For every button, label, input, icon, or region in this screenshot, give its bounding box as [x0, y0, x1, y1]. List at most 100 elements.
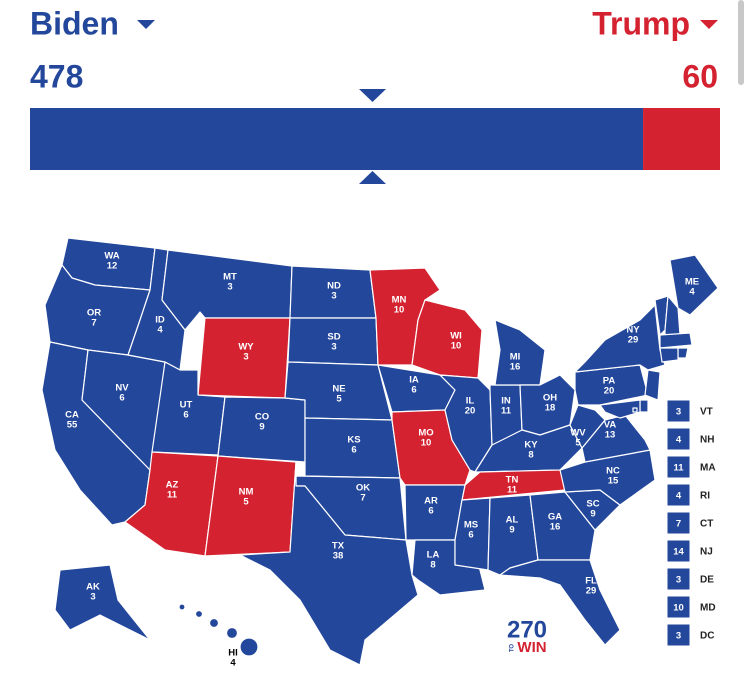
- small-state-abbr: CT: [700, 519, 713, 530]
- state[interactable]: [499, 559, 621, 646]
- state[interactable]: [569, 404, 606, 449]
- small-state-abbr: MA: [700, 463, 716, 474]
- state-votes: 5: [243, 497, 249, 508]
- small-state-box[interactable]: [666, 567, 691, 591]
- state-votes: 38: [333, 551, 344, 562]
- state-abbr: NC: [606, 466, 620, 477]
- candidate-name[interactable]: Trump: [592, 5, 690, 41]
- small-state-box[interactable]: [666, 427, 691, 451]
- small-state-votes: 3: [676, 631, 681, 642]
- state-abbr: MI: [510, 352, 521, 363]
- state[interactable]: [178, 603, 186, 611]
- small-state-votes: 14: [673, 547, 684, 558]
- state[interactable]: [439, 374, 493, 473]
- small-state-abbr: VT: [700, 407, 713, 418]
- small-state-abbr: DE: [700, 575, 714, 586]
- state-abbr: CA: [65, 410, 79, 421]
- state[interactable]: [632, 407, 638, 413]
- state-abbr: WI: [450, 331, 462, 342]
- logo-number: 270: [507, 616, 547, 643]
- state[interactable]: [239, 461, 419, 666]
- small-state-box[interactable]: [666, 539, 691, 563]
- logo-to: TO: [510, 644, 516, 653]
- small-state-box[interactable]: [666, 483, 691, 507]
- state[interactable]: [411, 299, 483, 379]
- state-abbr: MT: [223, 272, 237, 283]
- state[interactable]: [574, 304, 666, 373]
- small-state-abbr: RI: [700, 491, 710, 502]
- state-abbr: ME: [685, 277, 699, 288]
- state[interactable]: [529, 491, 596, 561]
- small-state-votes: 3: [676, 575, 681, 586]
- state-abbr: ID: [155, 315, 165, 326]
- candidate-name[interactable]: Biden: [30, 5, 119, 41]
- state-abbr: OR: [87, 308, 101, 319]
- small-state-votes: 4: [676, 435, 682, 446]
- state[interactable]: [659, 332, 693, 349]
- state-abbr: IN: [501, 396, 511, 407]
- state-abbr: OH: [543, 393, 557, 404]
- state-abbr: UT: [180, 400, 193, 411]
- state[interactable]: [669, 254, 719, 316]
- state-votes: 3: [227, 282, 232, 293]
- small-state-votes: 7: [676, 519, 681, 530]
- state-abbr: ND: [327, 281, 341, 292]
- small-state-box[interactable]: [666, 511, 691, 535]
- state[interactable]: [194, 609, 204, 619]
- state-abbr: FL: [585, 576, 597, 587]
- small-state-box[interactable]: [666, 623, 691, 647]
- state-abbr: AZ: [166, 480, 179, 491]
- state-votes: 55: [67, 420, 78, 431]
- state[interactable]: [239, 637, 259, 657]
- state-votes: 11: [507, 485, 518, 496]
- vote-bar-segment: [643, 108, 720, 170]
- state[interactable]: [454, 497, 491, 571]
- vote-bar: [30, 108, 720, 170]
- state-votes: 11: [167, 490, 178, 501]
- state[interactable]: [225, 626, 239, 640]
- state-abbr: SD: [327, 332, 340, 343]
- state[interactable]: [204, 455, 297, 557]
- state-votes: 5: [336, 394, 342, 405]
- state[interactable]: [54, 564, 151, 641]
- state[interactable]: [599, 399, 641, 419]
- state-votes: 20: [465, 406, 476, 417]
- state-votes: 6: [468, 530, 473, 541]
- state-abbr: KY: [524, 440, 538, 451]
- logo: 270 TO WIN: [507, 616, 547, 656]
- small-state-abbr: NJ: [700, 547, 713, 558]
- state-abbr: TN: [506, 475, 519, 486]
- state-abbr: PA: [603, 376, 616, 387]
- midpoint-marker: [359, 89, 386, 102]
- small-state-box[interactable]: [666, 399, 691, 423]
- state-votes: 10: [451, 341, 462, 352]
- dropdown-arrow[interactable]: [137, 20, 155, 29]
- state-abbr: GA: [548, 512, 562, 523]
- state-abbr: AR: [424, 496, 438, 507]
- state-abbr: LA: [427, 550, 440, 561]
- scrollbar: [738, 0, 744, 85]
- small-state-box[interactable]: [666, 595, 691, 619]
- candidate-votes: 60: [682, 58, 718, 94]
- state[interactable]: [644, 369, 661, 401]
- state-abbr: IL: [466, 396, 475, 407]
- state-votes: 15: [608, 476, 619, 487]
- state-abbr: CO: [255, 412, 269, 423]
- small-state-abbr: MD: [700, 603, 716, 614]
- state[interactable]: [677, 347, 689, 359]
- state-votes: 4: [157, 325, 163, 336]
- small-state-votes: 3: [676, 407, 681, 418]
- state-votes: 3: [331, 291, 336, 302]
- dropdown-arrow[interactable]: [700, 20, 718, 29]
- state-votes: 9: [509, 525, 514, 536]
- state-abbr: KS: [347, 435, 360, 446]
- state[interactable]: [639, 399, 649, 413]
- state[interactable]: [659, 347, 679, 363]
- state-votes: 6: [411, 385, 416, 396]
- state[interactable]: [208, 617, 220, 629]
- state-votes: 16: [550, 522, 561, 533]
- state-votes: 12: [107, 261, 118, 272]
- small-state-box[interactable]: [666, 455, 691, 479]
- state-abbr: HI: [228, 648, 238, 659]
